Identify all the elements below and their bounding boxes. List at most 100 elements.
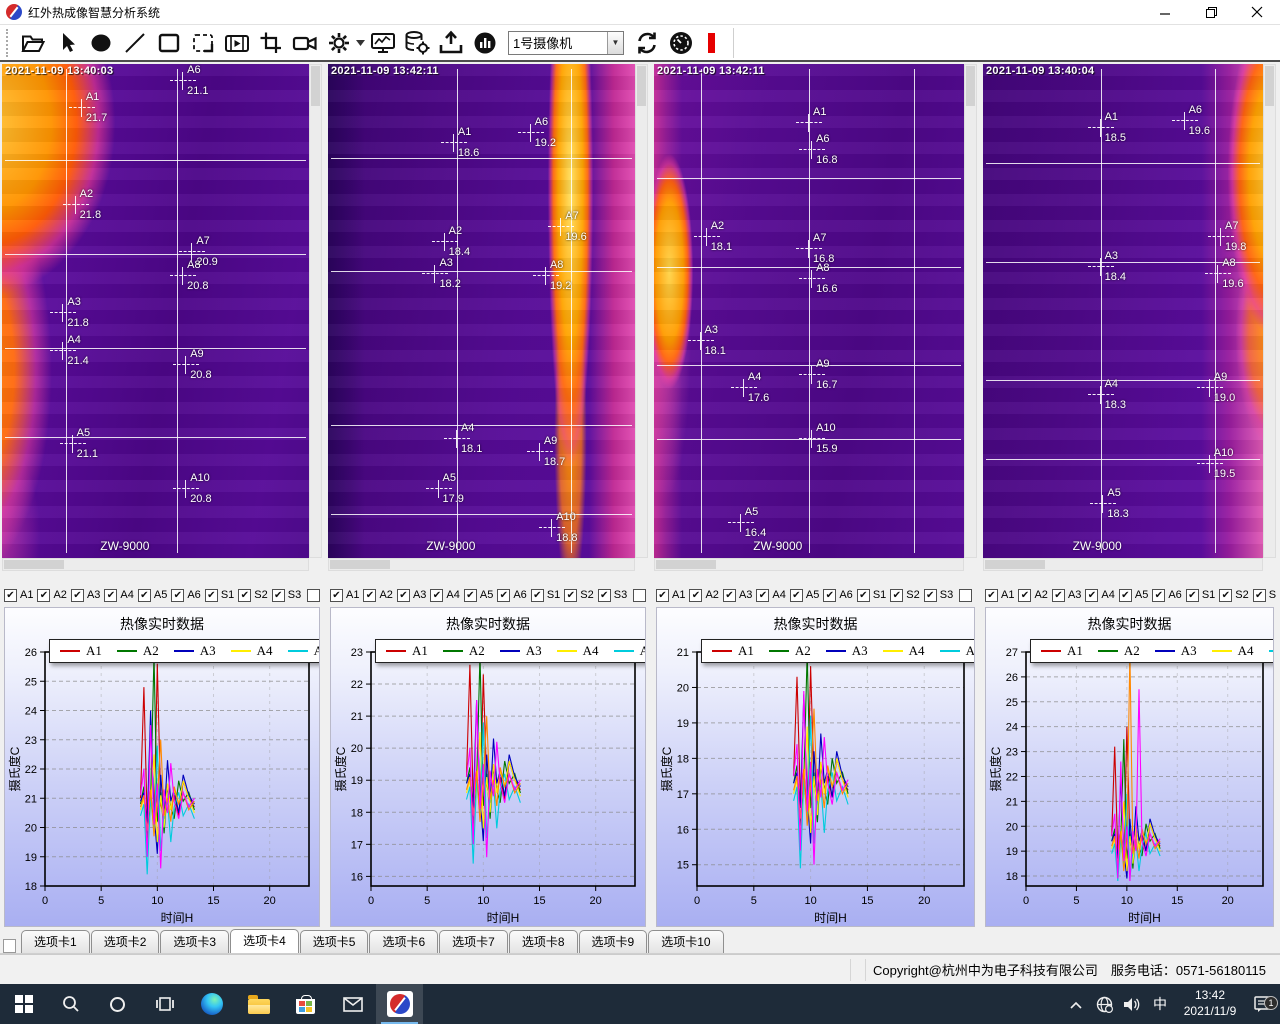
draw-line-icon[interactable] <box>118 27 152 59</box>
search-button[interactable] <box>47 984 94 1024</box>
tab-10[interactable]: 选项卡10 <box>648 930 723 953</box>
tray-expand-button[interactable] <box>1062 1001 1090 1009</box>
thermal-image[interactable]: A1A616.8A218.1A716.8A816.6A318.1A916.7A4… <box>654 64 964 558</box>
ime-indicator[interactable]: 中 <box>1146 994 1174 1014</box>
series-checkbox-A6[interactable]: ✔A6 <box>171 589 200 602</box>
select-cursor-icon[interactable] <box>50 27 84 59</box>
thermal-image[interactable]: A118.5A619.6A719.8A318.4A819.6A418.3A919… <box>983 64 1263 558</box>
thermal-image[interactable]: A118.6A619.2A218.4A318.2A719.6A819.2A418… <box>328 64 635 558</box>
series-checkbox-S1[interactable]: ✔S1 <box>1186 589 1215 602</box>
task-view-button[interactable] <box>141 984 188 1024</box>
camera-select[interactable]: 1号摄像机 ▼ <box>508 31 624 55</box>
checkbox-icon[interactable] <box>633 589 646 602</box>
series-checkbox-S3[interactable]: ✔S3 <box>272 589 301 602</box>
vertical-scrollbar[interactable] <box>635 64 648 558</box>
tab-3[interactable]: 选项卡3 <box>160 930 229 953</box>
refresh-icon[interactable] <box>630 27 664 59</box>
series-checkbox-S3[interactable]: ✔S3 <box>924 589 953 602</box>
series-checkbox-A5[interactable]: ✔A5 <box>790 589 819 602</box>
series-checkbox-A4[interactable]: ✔A4 <box>1085 589 1114 602</box>
series-checkbox-S1[interactable]: ✔S1 <box>857 589 886 602</box>
toolbar-grip[interactable] <box>6 29 10 57</box>
tab-9[interactable]: 选项卡9 <box>579 930 648 953</box>
horizontal-scrollbar[interactable] <box>2 558 309 571</box>
tab-scroll-button[interactable] <box>3 939 16 953</box>
thermal-app-taskbar-button[interactable] <box>376 984 423 1024</box>
tab-7[interactable]: 选项卡7 <box>439 930 508 953</box>
series-checkbox-A1[interactable]: ✔A1 <box>656 589 685 602</box>
series-checkbox-S2[interactable]: ✔S2 <box>890 589 919 602</box>
series-checkbox-S2[interactable]: ✔S2 <box>238 589 267 602</box>
crop-icon[interactable] <box>254 27 288 59</box>
file-explorer-button[interactable] <box>235 984 282 1024</box>
mail-button[interactable] <box>329 984 376 1024</box>
series-checkbox-A5[interactable]: ✔A5 <box>138 589 167 602</box>
video-play-icon[interactable] <box>220 27 254 59</box>
series-checkbox-A2[interactable]: ✔A2 <box>1018 589 1047 602</box>
network-icon[interactable] <box>1090 996 1118 1013</box>
checkbox-icon[interactable] <box>307 589 320 602</box>
series-checkbox-S2[interactable]: ✔S2 <box>1219 589 1248 602</box>
series-checkbox-A4[interactable]: ✔A4 <box>756 589 785 602</box>
timer-icon[interactable] <box>664 27 698 59</box>
minimize-button[interactable] <box>1142 0 1188 24</box>
stop-icon[interactable] <box>708 33 715 53</box>
thermal-image[interactable]: A121.7A621.1A221.8A720.9A820.8A321.8A421… <box>2 64 309 558</box>
series-checkbox-A3[interactable]: ✔A3 <box>723 589 752 602</box>
vertical-scrollbar[interactable] <box>964 64 977 558</box>
series-checkbox-A2[interactable]: ✔A2 <box>689 589 718 602</box>
horizontal-scrollbar[interactable] <box>328 558 635 571</box>
restore-button[interactable] <box>1188 0 1234 24</box>
series-checkbox-S1[interactable]: ✔S1 <box>531 589 560 602</box>
series-checkbox-A5[interactable]: ✔A5 <box>1119 589 1148 602</box>
settings-gear-icon[interactable] <box>322 27 356 59</box>
series-checkbox-A1[interactable]: ✔A1 <box>4 589 33 602</box>
series-checkbox-S3[interactable]: ✔S3 <box>598 589 627 602</box>
chart-monitor-icon[interactable] <box>366 27 400 59</box>
edge-button[interactable] <box>188 984 235 1024</box>
gear-dropdown-caret[interactable] <box>356 27 366 59</box>
select-region-icon[interactable] <box>186 27 220 59</box>
series-checkbox-A2[interactable]: ✔A2 <box>37 589 66 602</box>
camera-icon[interactable] <box>288 27 322 59</box>
notification-center-button[interactable]: 1 <box>1246 996 1280 1013</box>
series-checkbox-A6[interactable]: ✔A6 <box>823 589 852 602</box>
store-button[interactable] <box>282 984 329 1024</box>
combobox-arrow-icon[interactable]: ▼ <box>607 32 623 54</box>
database-settings-icon[interactable] <box>400 27 434 59</box>
series-checkbox-A3[interactable]: ✔A3 <box>397 589 426 602</box>
series-checkbox-S2[interactable]: ✔S2 <box>564 589 593 602</box>
vertical-scrollbar[interactable] <box>1263 64 1276 558</box>
series-checkbox-S3[interactable]: ✔S3 <box>1253 589 1276 602</box>
series-checkbox-A1[interactable]: ✔A1 <box>985 589 1014 602</box>
taskbar-clock[interactable]: 13:42 2021/11/9 <box>1174 988 1246 1019</box>
tab-5[interactable]: 选项卡5 <box>300 930 369 953</box>
close-button[interactable] <box>1234 0 1280 24</box>
horizontal-scrollbar[interactable] <box>983 558 1263 571</box>
tab-6[interactable]: 选项卡6 <box>369 930 438 953</box>
series-checkbox-A1[interactable]: ✔A1 <box>330 589 359 602</box>
series-checkbox-A4[interactable]: ✔A4 <box>430 589 459 602</box>
cortana-button[interactable] <box>94 984 141 1024</box>
tab-2[interactable]: 选项卡2 <box>91 930 160 953</box>
volume-icon[interactable] <box>1118 997 1146 1012</box>
series-checkbox-A6[interactable]: ✔A6 <box>1152 589 1181 602</box>
tab-1[interactable]: 选项卡1 <box>21 930 90 953</box>
series-checkbox-A3[interactable]: ✔A3 <box>71 589 100 602</box>
series-checkbox-A2[interactable]: ✔A2 <box>363 589 392 602</box>
statistics-icon[interactable] <box>468 27 502 59</box>
tab-8[interactable]: 选项卡8 <box>509 930 578 953</box>
tab-4[interactable]: 选项卡4 <box>230 929 299 953</box>
series-checkbox-A3[interactable]: ✔A3 <box>1052 589 1081 602</box>
start-button[interactable] <box>0 984 47 1024</box>
series-checkbox-A6[interactable]: ✔A6 <box>497 589 526 602</box>
open-file-icon[interactable] <box>16 27 50 59</box>
draw-ellipse-icon[interactable] <box>84 27 118 59</box>
horizontal-scrollbar[interactable] <box>654 558 964 571</box>
export-upload-icon[interactable] <box>434 27 468 59</box>
checkbox-icon[interactable] <box>959 589 972 602</box>
series-checkbox-A5[interactable]: ✔A5 <box>464 589 493 602</box>
series-checkbox-A4[interactable]: ✔A4 <box>104 589 133 602</box>
draw-rectangle-icon[interactable] <box>152 27 186 59</box>
vertical-scrollbar[interactable] <box>309 64 322 558</box>
